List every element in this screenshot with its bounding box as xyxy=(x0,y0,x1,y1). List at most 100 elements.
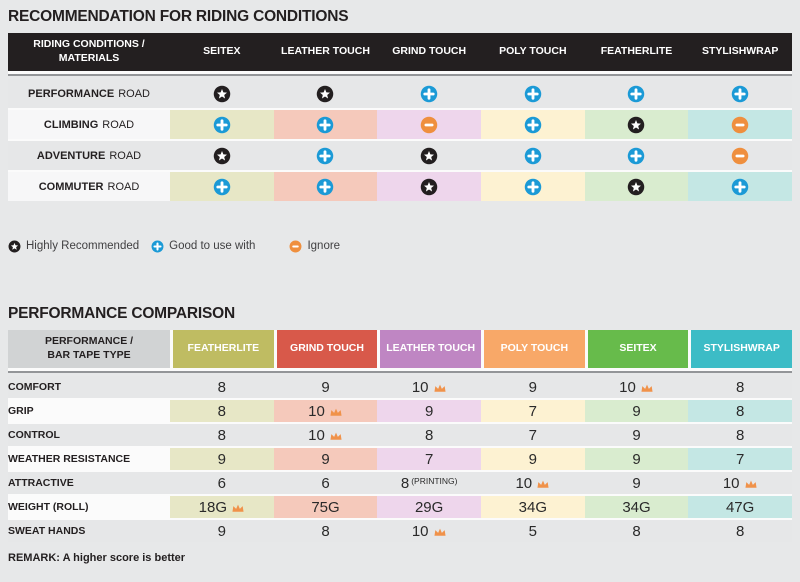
score-value: 34G xyxy=(622,498,651,516)
rating-cell xyxy=(688,172,792,201)
score-cell: 18G xyxy=(170,496,274,518)
legend-item-ignore: Ignore xyxy=(289,240,340,253)
score-cell: 34G xyxy=(584,496,689,518)
score-cell: 8 xyxy=(170,400,274,422)
minus-icon xyxy=(731,116,749,134)
tape-column-header-poly-touch: POLY TOUCH xyxy=(480,330,585,368)
row-label-weather-resistance: WEATHER RESISTANCE xyxy=(8,453,131,465)
score-cell: 9 xyxy=(274,376,378,398)
plus-icon xyxy=(151,240,164,253)
legend-label: Good to use with xyxy=(169,240,256,252)
score-cell: 9 xyxy=(481,376,585,398)
rating-cell xyxy=(480,172,585,201)
rating-cell xyxy=(274,79,378,108)
column-header-leather-touch: LEATHER TOUCH xyxy=(281,45,370,58)
plus-icon xyxy=(316,178,334,196)
score-cell: 6 xyxy=(170,472,274,494)
score-cell: 10 xyxy=(585,376,689,398)
minus-icon xyxy=(289,240,302,253)
row-label-attractive: ATTRACTIVE xyxy=(8,477,74,489)
row-label-rest: ROAD xyxy=(118,87,150,100)
score-value: 9 xyxy=(217,522,226,540)
score-value: 10 xyxy=(722,474,740,492)
score-value: 10 xyxy=(515,474,533,492)
row-label-bold: COMMUTER xyxy=(38,180,104,193)
score-value: 18G xyxy=(198,498,227,516)
column-header-seitex: SEITEX xyxy=(203,45,241,58)
rating-cell xyxy=(584,110,689,139)
score-value: 6 xyxy=(321,474,330,492)
score-value: 9 xyxy=(321,378,330,396)
score-value: 9 xyxy=(632,402,641,420)
row-label-comfort: COMFORT xyxy=(8,381,62,393)
score-value: 8 xyxy=(217,426,226,444)
column-header-stylishwrap: STYLISHWRAP xyxy=(701,45,779,58)
row-label-weight-roll: WEIGHT (ROLL) xyxy=(8,501,89,513)
star-icon xyxy=(213,147,231,165)
rating-cell xyxy=(480,110,585,139)
score-cell: 9 xyxy=(585,472,689,494)
score-cell: 9 xyxy=(170,520,274,542)
plus-icon xyxy=(731,178,749,196)
row-label-commuter: COMMUTER ROAD xyxy=(8,172,170,201)
score-value: 7 xyxy=(735,450,745,468)
section1-title: RECOMMENDATION FOR RIDING CONDITIONS xyxy=(8,8,349,25)
score-value: 47G xyxy=(725,498,755,516)
score-cell: 10 xyxy=(377,520,481,542)
crown-icon xyxy=(329,431,343,441)
row-label-rest: ROAD xyxy=(109,149,142,162)
score-cell: 10 xyxy=(481,472,585,494)
rating-cell xyxy=(584,172,689,201)
score-value: 75G xyxy=(311,498,340,516)
plus-icon xyxy=(316,116,334,134)
plus-icon xyxy=(627,85,645,103)
score-value: 10 xyxy=(308,402,325,420)
crown-icon xyxy=(433,527,447,537)
score-cell: 10 xyxy=(273,400,378,422)
star-icon xyxy=(627,178,645,196)
score-cell: 34G xyxy=(480,496,585,518)
tape-column-header-featherlite: FEATHERLITE xyxy=(170,330,274,368)
legend-item-good-to-use-with: Good to use with xyxy=(151,240,255,253)
score-value: 5 xyxy=(528,522,537,540)
rating-cell xyxy=(170,110,274,139)
crown-icon xyxy=(640,383,654,393)
star-icon xyxy=(8,240,21,253)
star-icon xyxy=(420,178,438,196)
column-header-poly-touch: POLY TOUCH xyxy=(499,45,567,58)
score-cell: 9 xyxy=(480,448,585,470)
plus-icon xyxy=(420,85,438,103)
score-value: 10 xyxy=(411,522,429,540)
crown-icon xyxy=(536,479,550,489)
score-value: 9 xyxy=(424,402,434,420)
performance-row-sweat-hands: SWEAT HANDS 9 8 10 5 8 8 xyxy=(8,520,792,542)
score-cell: 7 xyxy=(480,400,585,422)
score-value: 7 xyxy=(528,426,537,444)
tape-column-header-grind-touch: GRIND TOUCH xyxy=(273,330,378,368)
score-value: 10 xyxy=(308,426,325,444)
minus-icon xyxy=(420,116,438,134)
legend-item-highly-recommended: Highly Recommended xyxy=(8,240,139,253)
score-value: 8 xyxy=(424,426,434,444)
score-cell: 8 xyxy=(688,424,792,446)
header-label-line1: PERFORMANCE / xyxy=(44,335,134,348)
header-cell-performance: PERFORMANCE / BAR TAPE TYPE xyxy=(8,330,170,368)
crown-icon xyxy=(744,479,758,489)
score-cell: 10 xyxy=(274,424,378,446)
header-label-line2: BAR TAPE TYPE xyxy=(47,349,131,361)
riding-row-climbing: CLIMBING ROAD xyxy=(8,110,792,139)
plus-icon xyxy=(213,116,231,134)
header-label-line1: RIDING CONDITIONS / xyxy=(33,38,145,51)
score-value: 8 xyxy=(321,522,330,540)
score-cell: 9 xyxy=(377,400,481,422)
score-value: 7 xyxy=(528,402,537,420)
score-cell: 10 xyxy=(688,472,792,494)
score-cell: 7 xyxy=(688,448,792,470)
rating-cell xyxy=(170,79,274,108)
score-value: 34G xyxy=(518,498,547,516)
crown-icon xyxy=(231,503,245,513)
score-cell: 9 xyxy=(273,448,378,470)
plus-icon xyxy=(213,178,231,196)
plus-icon xyxy=(627,147,645,165)
score-cell: 9 xyxy=(584,448,689,470)
